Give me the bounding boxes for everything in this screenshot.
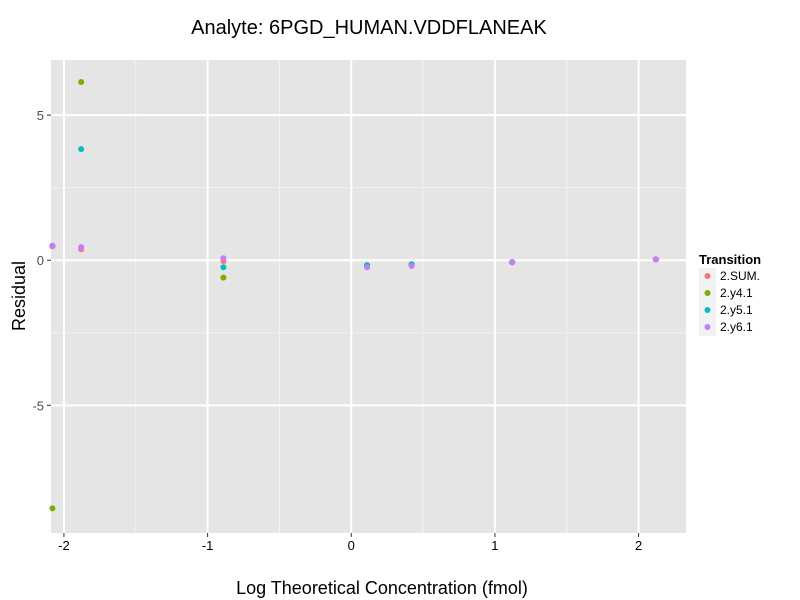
data-point-2-y6-1 (78, 244, 85, 251)
data-point-2-y6-1 (49, 242, 56, 249)
y-tick-label: 5 (37, 108, 44, 123)
x-tick-label: 2 (635, 538, 642, 553)
legend-marker (704, 307, 711, 313)
plot-panel (51, 60, 686, 533)
legend-label: 2.y6.1 (720, 320, 753, 334)
data-point-2-y4-1 (49, 505, 56, 512)
legend-label: 2.SUM. (720, 269, 760, 283)
legend-label: 2.y5.1 (720, 303, 753, 317)
legend-label: 2.y4.1 (720, 286, 753, 300)
legend-marker (704, 324, 711, 330)
x-tick-label: -1 (202, 538, 214, 553)
data-point-2-y4-1 (220, 274, 227, 281)
chart-title: Analyte: 6PGD_HUMAN.VDDFLANEAK (191, 17, 547, 39)
x-tick-label: 0 (348, 538, 355, 553)
legend-marker (704, 290, 711, 296)
x-tick-label: 1 (491, 538, 498, 553)
data-point-2-y6-1 (408, 263, 415, 270)
legend-title: Transition (699, 252, 761, 267)
x-axis-label: Log Theoretical Concentration (fmol) (236, 578, 528, 598)
data-point-2-y5-1 (220, 264, 227, 271)
data-point-2-y6-1 (364, 264, 371, 271)
data-point-2-y5-1 (78, 146, 85, 153)
legend: Transition 2.SUM. 2.y4.1 2.y5.1 2.y6.1 (699, 252, 761, 336)
legend-marker (704, 273, 711, 279)
data-point-2-y6-1 (220, 255, 227, 262)
y-tick-label: -5 (32, 398, 44, 413)
y-tick-label: 0 (37, 253, 44, 268)
x-tick-label: -2 (58, 538, 70, 553)
y-axis-label: Residual (9, 261, 29, 331)
data-point-2-y6-1 (652, 256, 659, 263)
data-point-2-y6-1 (509, 259, 516, 266)
data-point-2-y4-1 (78, 79, 85, 86)
